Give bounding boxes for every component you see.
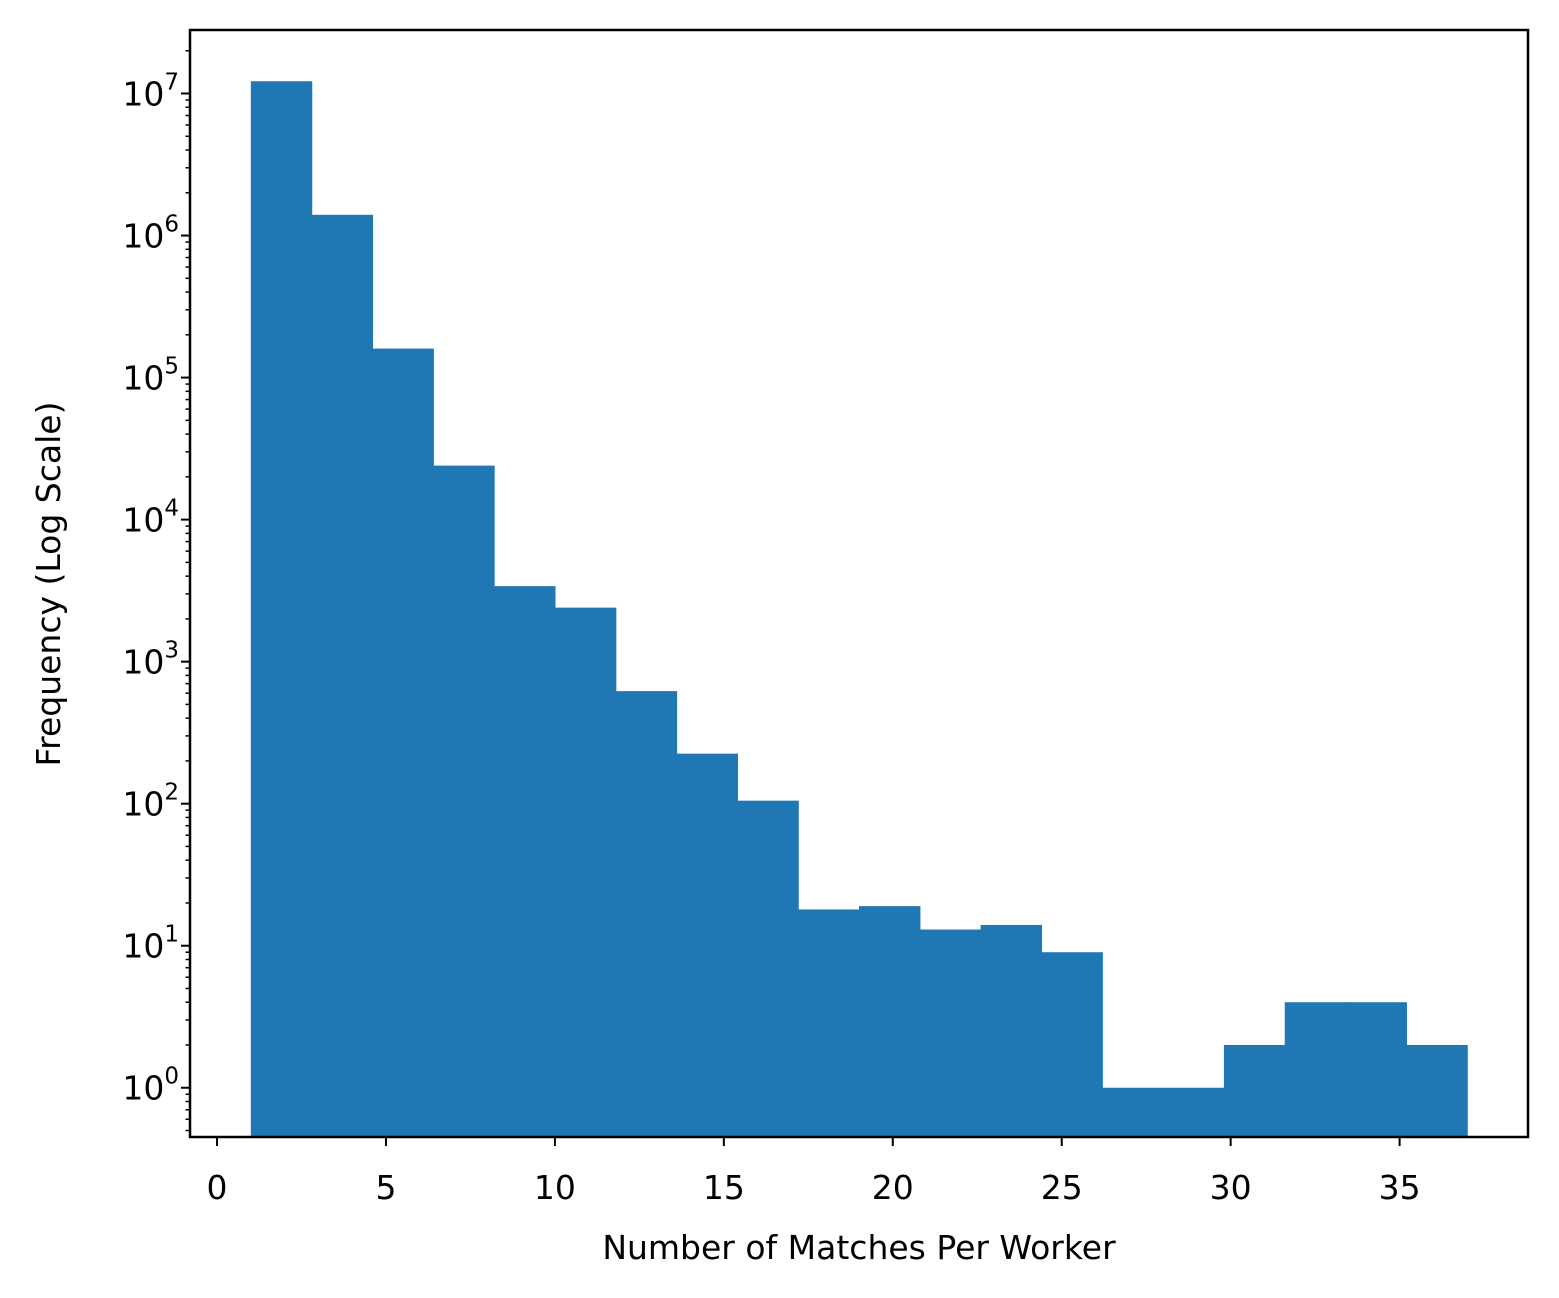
histogram-bar bbox=[798, 909, 860, 1137]
histogram-bar bbox=[554, 607, 617, 1137]
x-axis-ticks: 0 5 10 15 20 25 30 35 bbox=[207, 1137, 1421, 1207]
x-tick-label: 20 bbox=[872, 1168, 914, 1207]
histogram-bar bbox=[250, 81, 313, 1138]
histogram-bar bbox=[1041, 952, 1103, 1137]
x-axis-label: Number of Matches Per Worker bbox=[602, 1228, 1116, 1267]
x-tick-label: 0 bbox=[207, 1168, 228, 1207]
y-tick-label: 106 bbox=[122, 212, 179, 256]
histogram-bar bbox=[919, 929, 982, 1137]
y-tick-label: 105 bbox=[122, 354, 179, 398]
histogram-bar bbox=[433, 465, 495, 1137]
y-tick-label: 104 bbox=[122, 496, 179, 540]
histogram-bar bbox=[494, 586, 556, 1137]
x-tick-label: 5 bbox=[375, 1168, 396, 1207]
histogram-bar bbox=[1345, 1002, 1407, 1137]
x-tick-label: 10 bbox=[534, 1168, 576, 1207]
x-tick-label: 30 bbox=[1210, 1168, 1252, 1207]
y-tick-label: 103 bbox=[122, 638, 179, 682]
histogram-bar bbox=[1284, 1002, 1347, 1137]
y-tick-label: 100 bbox=[122, 1064, 179, 1108]
histogram-bar bbox=[1406, 1044, 1468, 1137]
y-tick-label: 102 bbox=[122, 780, 179, 824]
histogram-bar bbox=[980, 924, 1043, 1137]
y-major-ticks: 100 101 102 103 104 105 106 107 bbox=[122, 70, 190, 1108]
plot-frame bbox=[188, 28, 1530, 1139]
histogram-bar bbox=[1223, 1044, 1286, 1137]
histogram-bar bbox=[1163, 1087, 1225, 1137]
histogram-bar bbox=[859, 906, 921, 1137]
x-tick-label: 25 bbox=[1041, 1168, 1083, 1207]
y-tick-label: 107 bbox=[122, 70, 179, 114]
histogram-bar bbox=[372, 348, 434, 1137]
histogram-bar bbox=[676, 753, 738, 1137]
histogram-bar bbox=[1102, 1087, 1164, 1137]
y-axis-label: Frequency (Log Scale) bbox=[29, 402, 68, 767]
x-tick-label: 35 bbox=[1379, 1168, 1421, 1207]
histogram-bar bbox=[311, 214, 374, 1137]
y-tick-label: 101 bbox=[122, 922, 179, 966]
histogram-bar bbox=[615, 691, 678, 1137]
x-tick-label: 15 bbox=[703, 1168, 745, 1207]
histogram-bar bbox=[737, 800, 799, 1137]
histogram-bars bbox=[250, 81, 1468, 1138]
